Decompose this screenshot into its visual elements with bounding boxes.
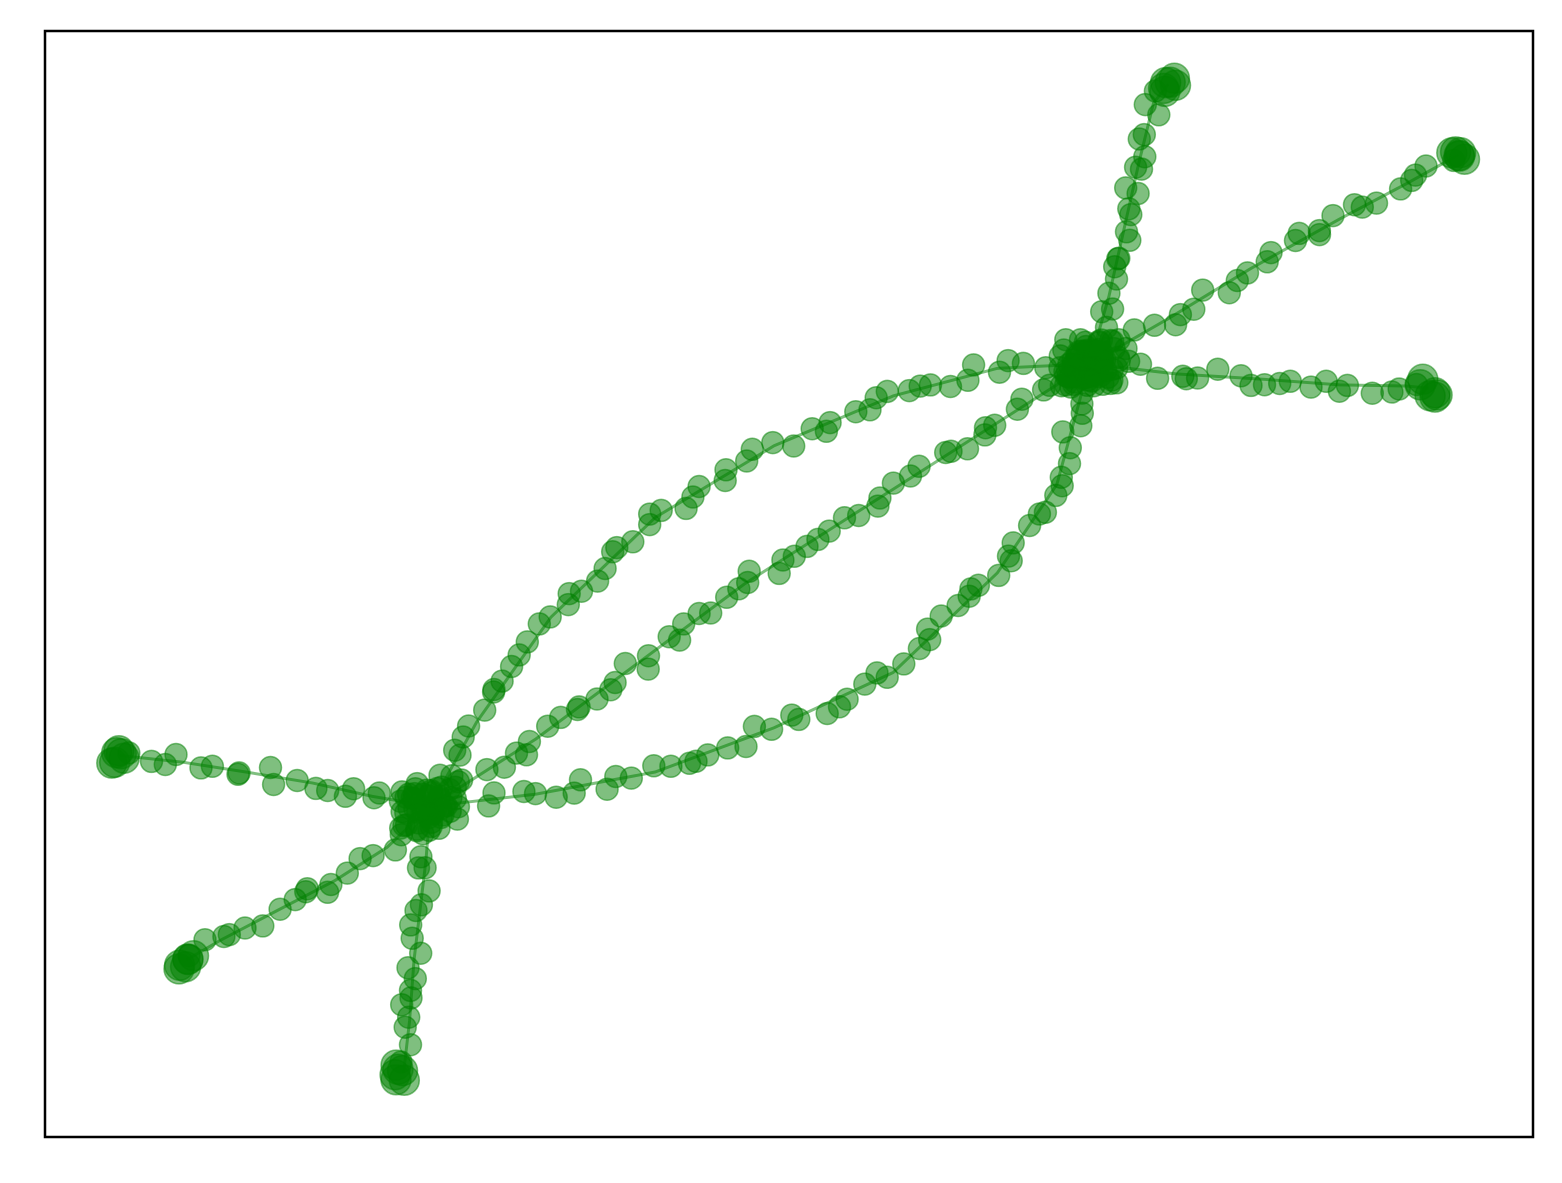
data-point <box>523 781 548 806</box>
data-point <box>482 781 506 805</box>
data-point <box>515 630 540 654</box>
data-point <box>226 762 250 787</box>
data-point <box>139 749 164 774</box>
data-point <box>388 1064 421 1096</box>
data-point <box>929 604 953 628</box>
data-point <box>817 519 841 543</box>
data-point <box>1104 356 1129 380</box>
data-point <box>456 714 481 738</box>
data-point <box>613 651 638 676</box>
data-point <box>1058 365 1082 390</box>
data-point <box>875 665 899 690</box>
data-point <box>1010 387 1034 411</box>
data-point <box>761 430 785 455</box>
data-point <box>621 530 645 554</box>
data-point <box>734 734 758 759</box>
data-point <box>396 782 421 806</box>
data-point <box>961 353 986 377</box>
data-point <box>285 768 309 793</box>
data-point <box>1113 176 1138 200</box>
data-point <box>315 880 340 905</box>
data-point <box>1259 240 1283 265</box>
data-point <box>1444 137 1477 169</box>
series-5 <box>1070 136 1481 381</box>
data-point <box>714 458 738 482</box>
data-point <box>649 498 673 523</box>
data-point <box>383 838 408 862</box>
data-point <box>413 856 437 880</box>
data-point <box>1414 154 1438 178</box>
data-point <box>189 756 213 780</box>
data-point <box>1185 366 1210 390</box>
data-point <box>335 861 360 885</box>
data-point <box>846 503 871 528</box>
data-point <box>362 785 386 810</box>
hub-cluster-2 <box>1048 327 1131 399</box>
hub-cluster-1 <box>390 769 471 843</box>
data-point <box>1360 381 1385 405</box>
data-point <box>1106 247 1130 271</box>
data-point <box>1404 369 1436 401</box>
data-point <box>687 474 711 499</box>
data-point <box>619 766 644 790</box>
data-point <box>1001 531 1025 555</box>
data-point <box>1364 191 1389 215</box>
data-point <box>636 643 661 668</box>
data-point <box>759 717 784 742</box>
data-point <box>1142 313 1167 338</box>
data-point <box>1182 297 1206 321</box>
data-point <box>737 559 761 584</box>
data-point <box>1054 327 1078 352</box>
data-point <box>868 486 892 510</box>
data-point <box>835 687 859 711</box>
series-6 <box>1070 347 1453 413</box>
data-point <box>427 816 451 841</box>
data-point <box>1159 69 1192 102</box>
data-point <box>1206 357 1230 381</box>
data-point <box>568 768 593 792</box>
data-point <box>1033 500 1058 525</box>
data-point <box>907 454 931 479</box>
data-point <box>258 755 283 780</box>
data-point <box>1098 328 1123 353</box>
data-point <box>892 652 916 676</box>
plot-background <box>45 31 1533 1137</box>
data-point <box>875 379 900 404</box>
data-point <box>565 697 590 722</box>
data-point <box>918 373 943 397</box>
data-point <box>982 413 1007 438</box>
data-point <box>1145 366 1170 391</box>
data-point <box>1132 122 1157 147</box>
data-point <box>1321 203 1345 228</box>
data-point <box>1307 218 1332 243</box>
data-point <box>787 707 811 732</box>
data-point <box>177 940 210 972</box>
data-point <box>538 605 562 629</box>
data-point <box>517 729 542 754</box>
axes-frame <box>43 29 1535 1139</box>
data-point <box>108 742 140 774</box>
data-point <box>781 434 806 458</box>
data-point <box>1235 261 1260 285</box>
data-point <box>955 437 980 461</box>
data-point <box>696 743 720 767</box>
series-3 <box>379 799 445 1096</box>
data-point <box>268 897 292 921</box>
data-point <box>1335 373 1360 398</box>
data-point <box>1190 278 1215 302</box>
data-point <box>1287 221 1311 246</box>
data-point <box>1011 351 1036 376</box>
data-marks <box>96 62 1481 1096</box>
data-point <box>740 437 765 462</box>
data-point <box>1278 369 1303 394</box>
data-point <box>432 794 457 818</box>
data-point <box>966 573 991 598</box>
data-point <box>818 410 842 435</box>
data-point <box>603 670 627 695</box>
data-point <box>698 601 723 625</box>
